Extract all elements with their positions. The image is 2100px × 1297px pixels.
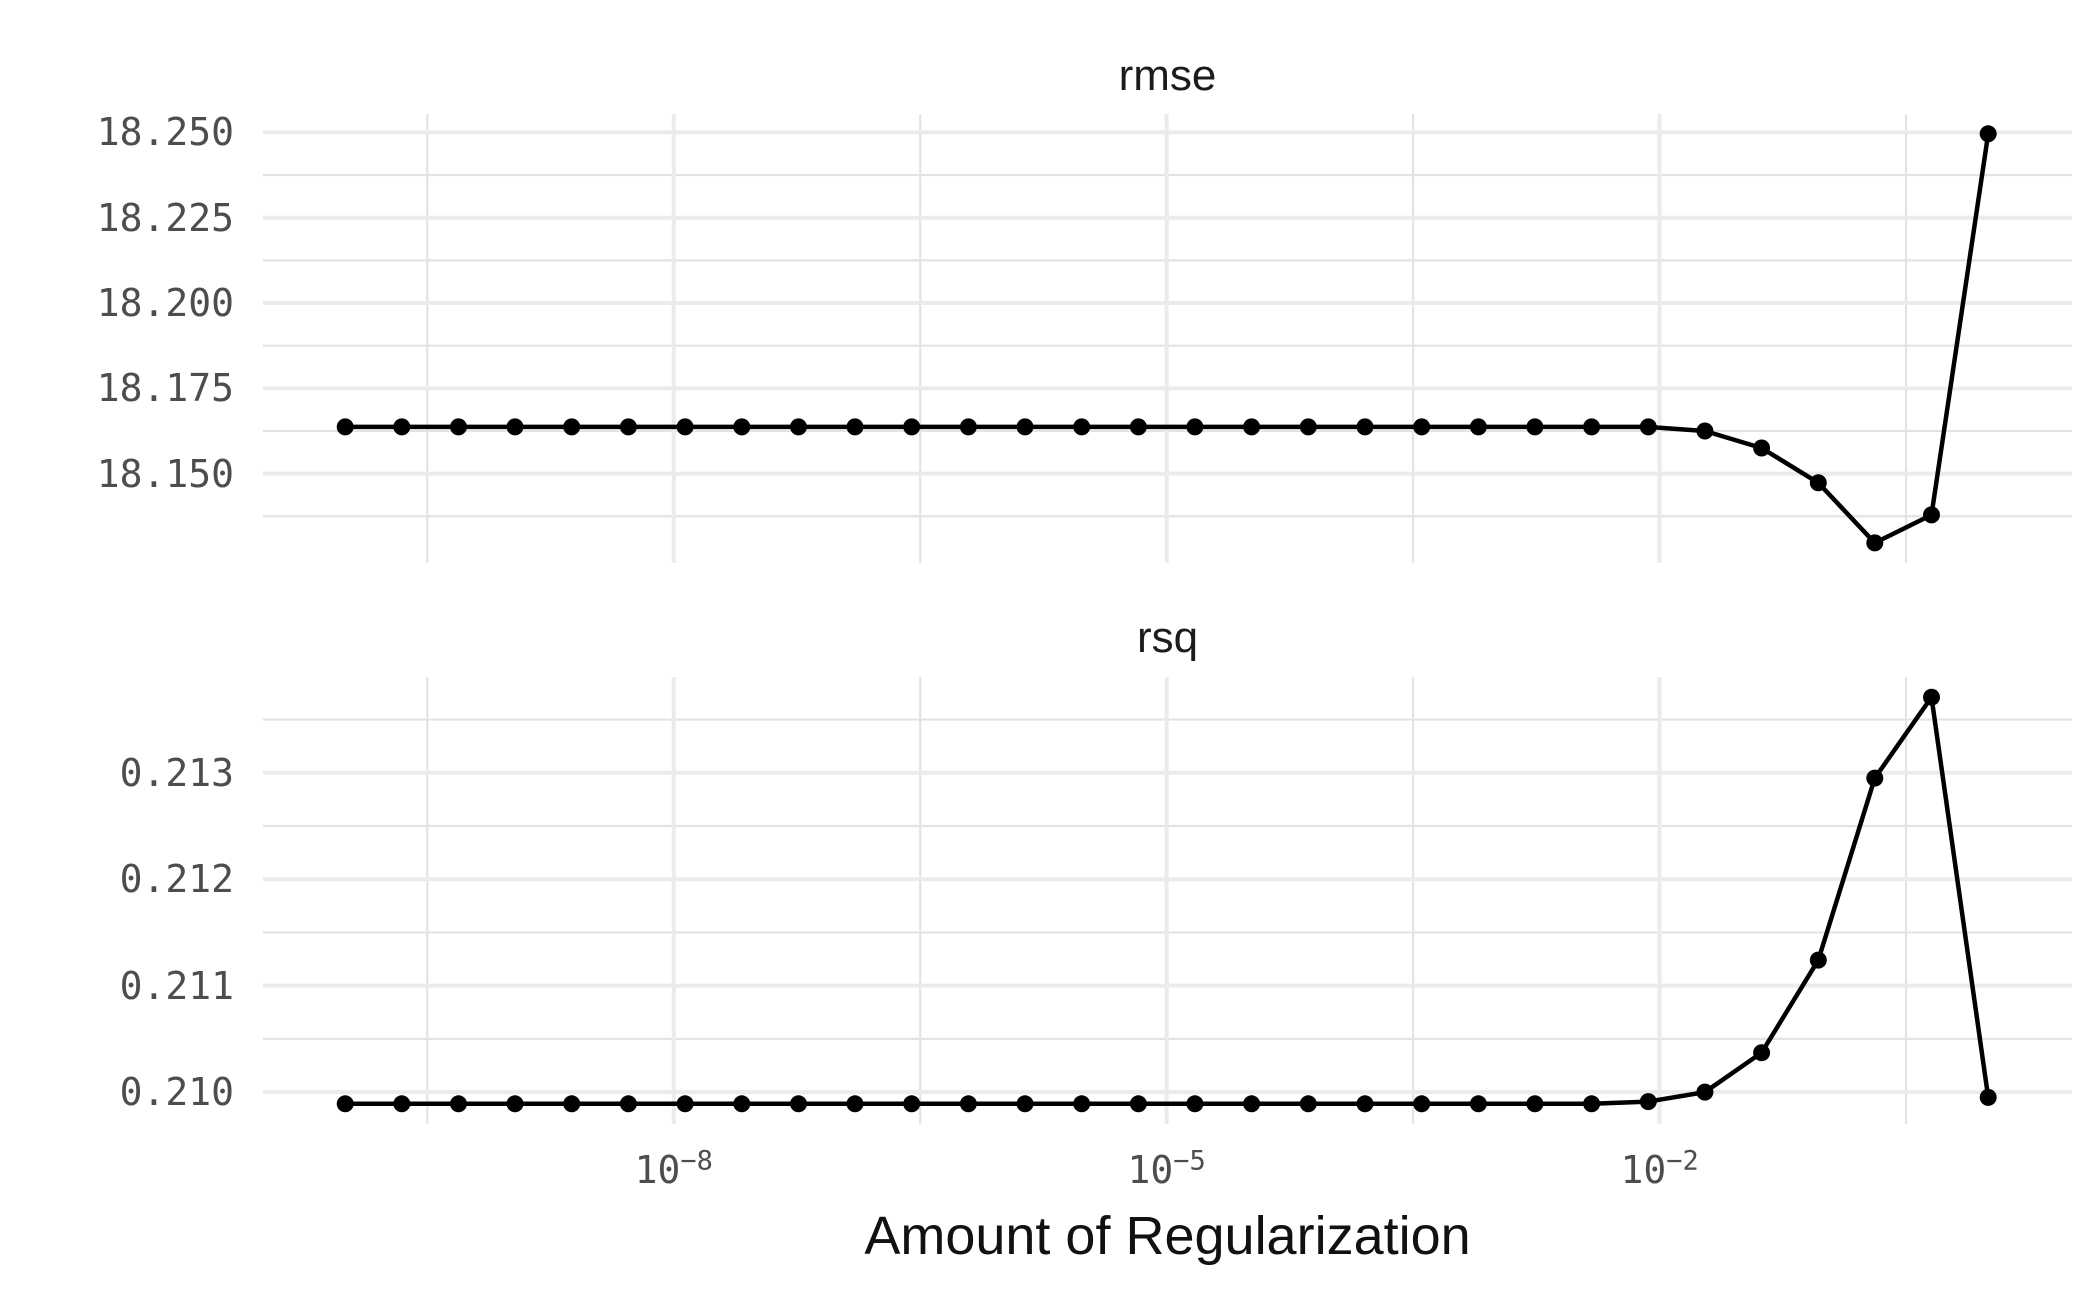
data-point: [903, 418, 921, 436]
data-point: [676, 418, 694, 436]
y-axis-tick-label: 0.210: [119, 1070, 234, 1115]
data-point: [1243, 418, 1261, 436]
series-line-rmse: [345, 133, 1991, 546]
x-axis-title: Amount of Regularization: [864, 1206, 1471, 1266]
data-point: [450, 1095, 467, 1113]
y-axis-tick-label: 0.212: [119, 857, 234, 902]
data-point: [1583, 418, 1601, 436]
x-axis-tick-label: 10−5: [1127, 1145, 1206, 1192]
facet-strip-title-rmse: rmse: [1118, 51, 1217, 100]
data-point: [336, 418, 354, 436]
data-point: [563, 418, 581, 436]
data-point: [1526, 1095, 1544, 1113]
x-axis-tick-label: 10−2: [1620, 1145, 1699, 1192]
data-point: [1073, 1095, 1091, 1113]
data-point: [506, 1095, 524, 1113]
data-point: [1299, 1095, 1317, 1113]
y-axis-tick-label: 18.225: [96, 195, 234, 240]
y-axis-tick-label: 18.175: [96, 366, 234, 411]
data-point: [619, 418, 637, 436]
data-point: [1696, 1083, 1714, 1101]
data-point: [959, 418, 977, 436]
data-point: [903, 1095, 921, 1113]
data-point: [1469, 1095, 1487, 1113]
data-point: [790, 418, 807, 436]
data-point: [1016, 418, 1034, 436]
data-point: [1923, 506, 1940, 524]
data-point: [563, 1095, 581, 1113]
data-point: [1639, 418, 1657, 436]
y-axis-tick-label: 0.213: [119, 750, 234, 795]
y-axis-tick-label: 0.211: [119, 963, 234, 1008]
data-point: [1979, 125, 1997, 143]
data-point: [1639, 1093, 1657, 1111]
data-point: [1809, 951, 1827, 969]
data-point: [790, 1095, 807, 1113]
data-point: [619, 1095, 637, 1113]
data-point: [1583, 1095, 1601, 1113]
facet-panel-rsq: [263, 677, 2072, 1124]
data-point: [1186, 418, 1204, 436]
y-axis-tick-label: 18.150: [96, 451, 234, 496]
data-point: [1299, 418, 1317, 436]
y-axis-tick-label: 18.250: [96, 110, 234, 155]
data-point: [1526, 418, 1544, 436]
data-point: [1129, 418, 1147, 436]
facet-strip-title-rsq: rsq: [1136, 613, 1199, 662]
data-point: [1469, 418, 1487, 436]
data-point: [733, 418, 751, 436]
data-point: [1413, 1095, 1431, 1113]
x-axis-tick-label: 10−8: [634, 1145, 713, 1192]
data-point: [336, 1095, 354, 1113]
data-point: [1753, 1044, 1771, 1062]
data-point: [959, 1095, 977, 1113]
data-point: [733, 1095, 751, 1113]
facet-panel-rmse: [263, 114, 2072, 563]
data-point: [1413, 418, 1431, 436]
data-point: [1979, 1088, 1997, 1106]
data-point: [1073, 418, 1091, 436]
data-point: [846, 418, 864, 436]
data-point: [1809, 474, 1827, 492]
data-point: [1753, 439, 1771, 457]
data-point: [1356, 418, 1374, 436]
data-point: [1923, 688, 1940, 706]
data-point: [1356, 1095, 1374, 1113]
data-point: [1129, 1095, 1147, 1113]
data-point: [846, 1095, 864, 1113]
data-point: [393, 1095, 411, 1113]
data-point: [1186, 1095, 1204, 1113]
y-axis-tick-label: 18.200: [96, 281, 234, 326]
data-point: [450, 418, 467, 436]
data-point: [1243, 1095, 1261, 1113]
data-point: [1866, 769, 1884, 787]
data-point: [1696, 422, 1714, 440]
series-line-rsq: [345, 694, 1991, 1107]
data-point: [1016, 1095, 1034, 1113]
data-point: [506, 418, 524, 436]
data-point: [676, 1095, 694, 1113]
data-point: [1866, 534, 1884, 552]
data-point: [393, 418, 411, 436]
